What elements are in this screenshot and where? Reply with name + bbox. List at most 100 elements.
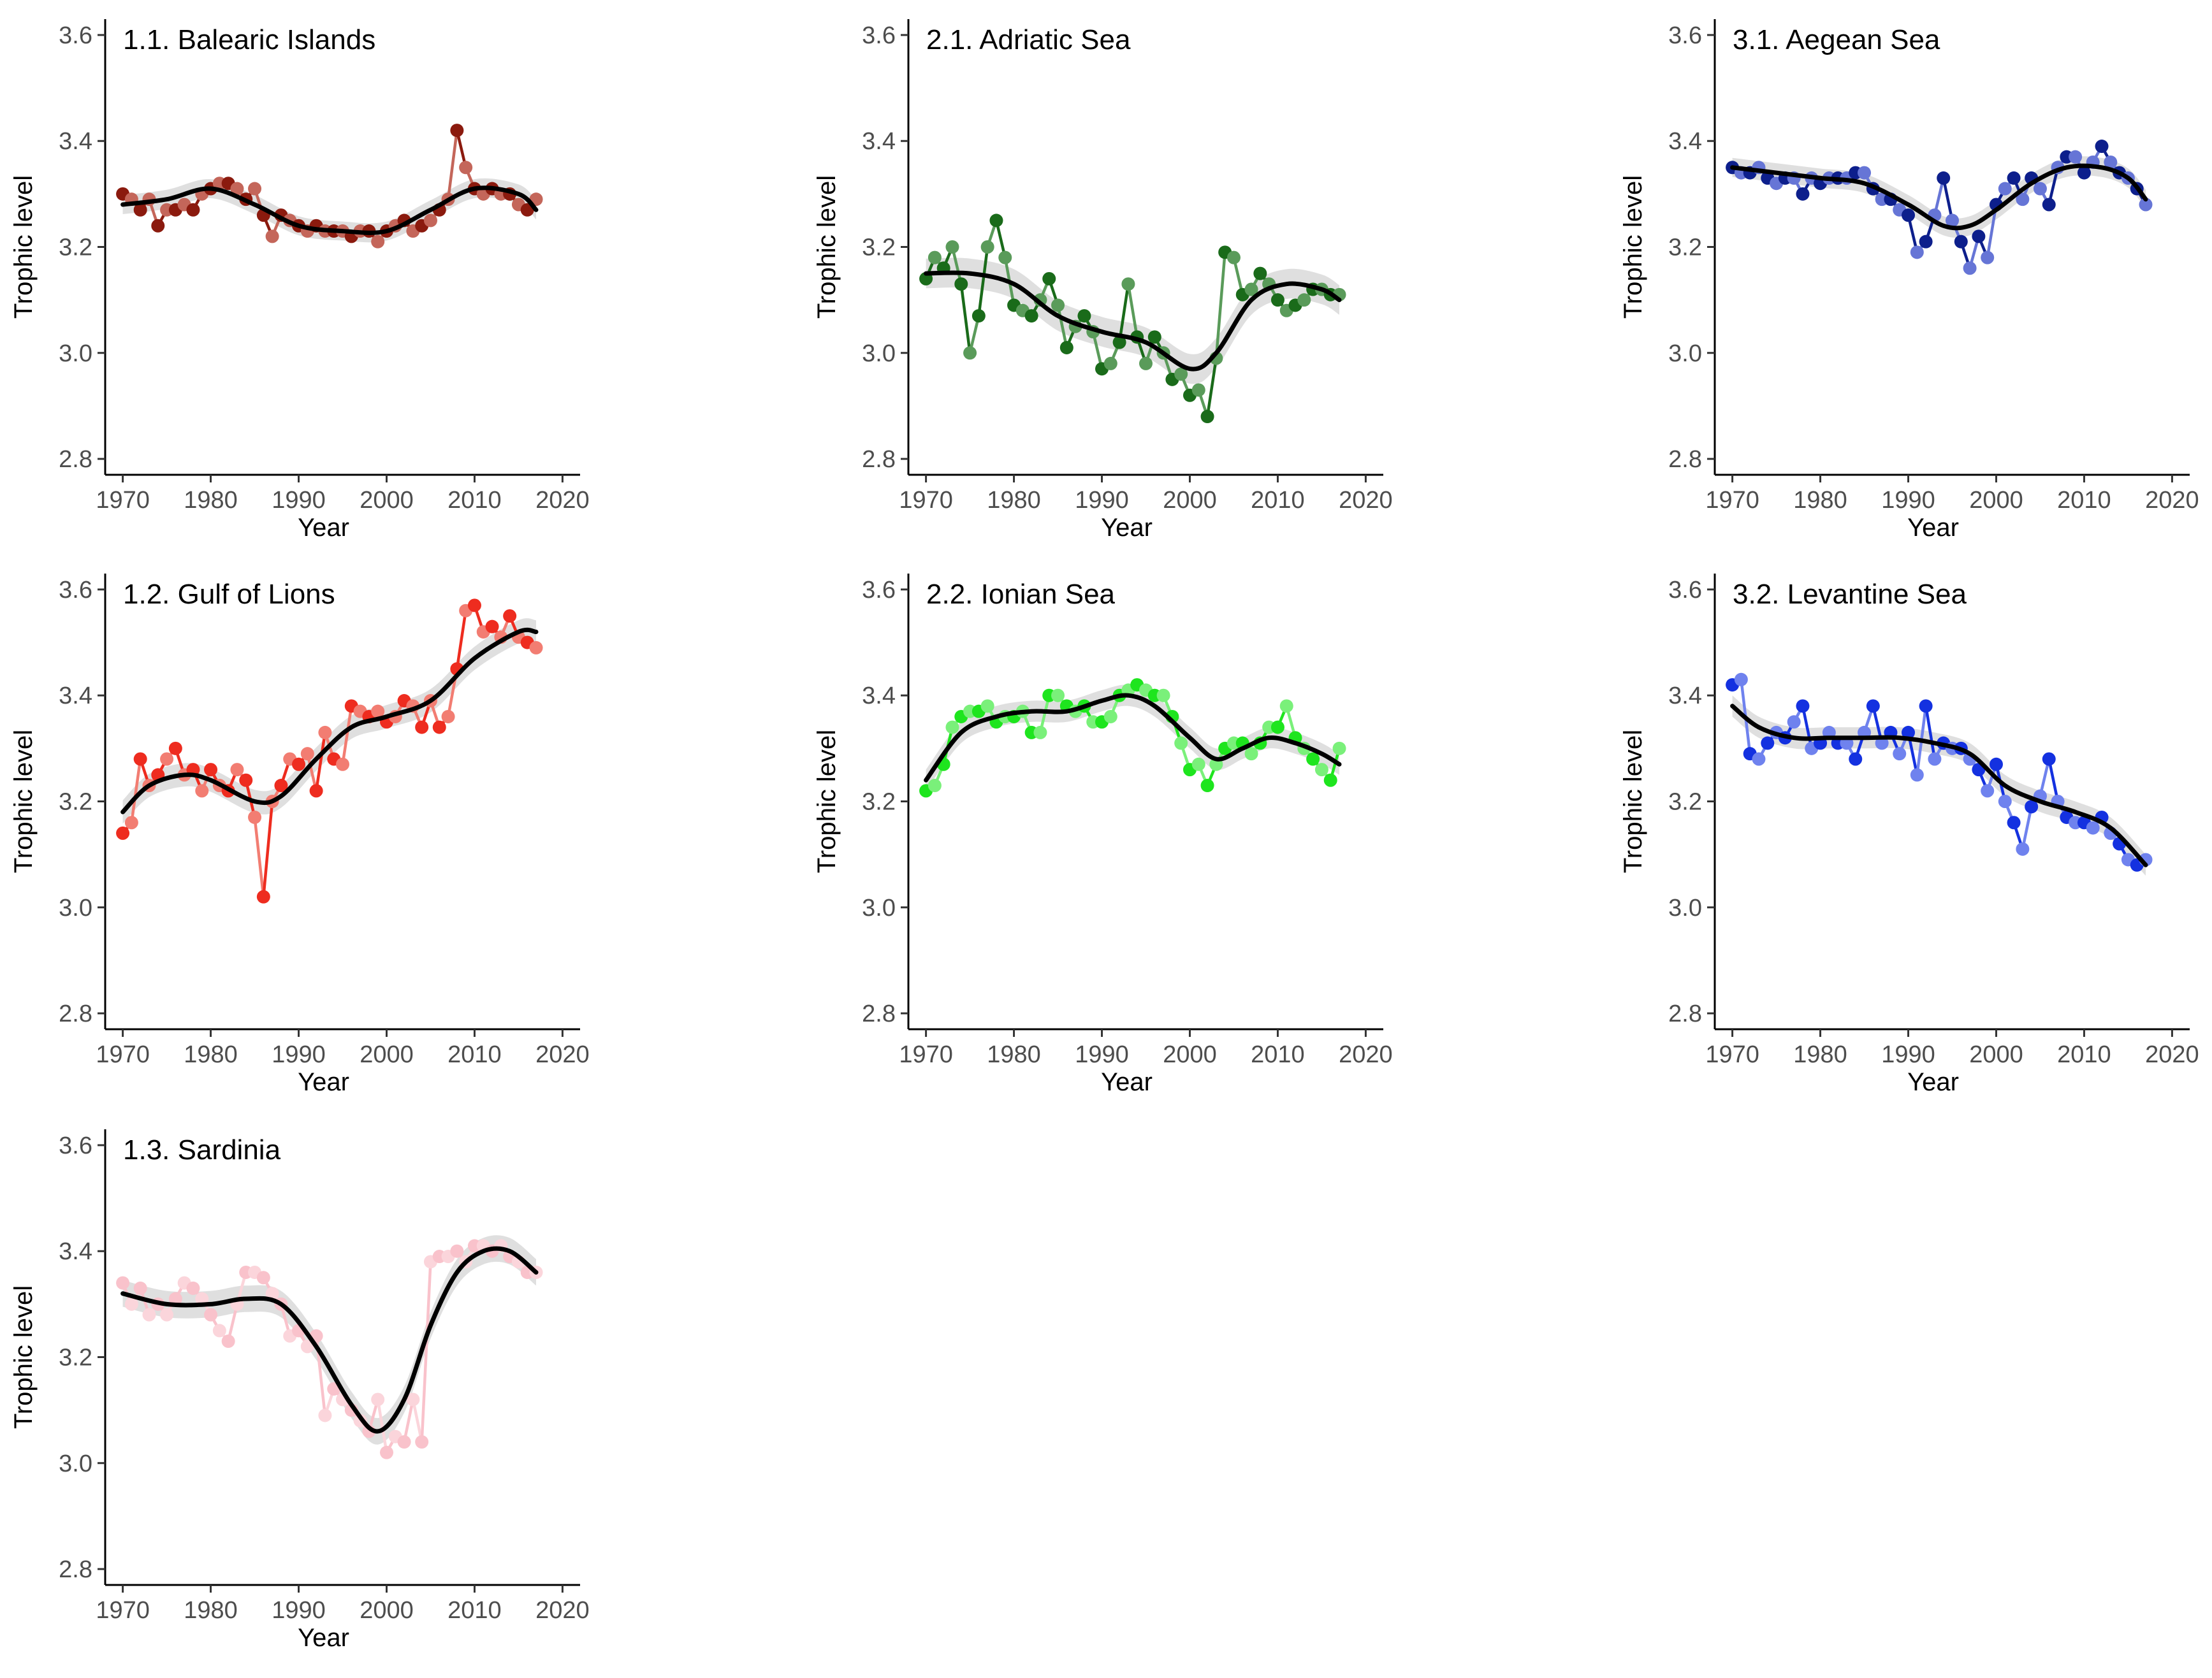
data-point — [212, 1324, 226, 1338]
data-point — [116, 826, 130, 840]
data-point — [1103, 709, 1117, 723]
x-tick-label: 1990 — [272, 1597, 326, 1624]
data-point — [1981, 784, 1995, 798]
y-tick-label: 3.0 — [862, 895, 896, 922]
x-tick-label: 1990 — [1881, 1041, 1935, 1068]
y-tick-label: 2.8 — [59, 1001, 92, 1027]
data-point — [371, 1392, 385, 1407]
data-point — [1191, 757, 1205, 771]
x-tick-label: 2020 — [535, 1597, 590, 1624]
y-tick-label: 3.6 — [862, 22, 896, 49]
series-segment — [2048, 758, 2060, 802]
data-point — [1147, 330, 1161, 344]
data-point — [928, 779, 942, 793]
y-axis-title: Trophic level — [10, 730, 38, 873]
data-point — [503, 609, 517, 623]
y-tick-label: 2.8 — [862, 1001, 896, 1027]
data-point — [2016, 192, 2030, 206]
x-tick-label: 1980 — [1793, 1041, 1847, 1068]
series-segment — [402, 1399, 415, 1442]
data-point — [204, 763, 218, 777]
x-tick-label: 2010 — [1251, 1041, 1305, 1068]
data-point — [230, 763, 244, 777]
y-tick-label: 3.4 — [1668, 683, 1702, 709]
data-point — [124, 816, 138, 830]
y-tick-label: 3.6 — [1668, 22, 1702, 49]
data-point — [980, 240, 994, 254]
y-tick-label: 3.6 — [59, 577, 92, 604]
y-tick-label: 3.0 — [1668, 895, 1702, 922]
x-tick-label: 2000 — [360, 487, 414, 514]
trend-line — [120, 185, 539, 235]
data-point — [2007, 171, 2021, 185]
data-point — [2025, 800, 2039, 814]
x-tick-label: 1970 — [899, 487, 953, 514]
series-segment — [1056, 305, 1068, 348]
x-tick-label: 1980 — [184, 1041, 238, 1068]
y-tick-label: 2.8 — [59, 1556, 92, 1583]
data-point — [945, 240, 959, 254]
data-point — [309, 784, 323, 798]
x-tick-label: 2010 — [2057, 1041, 2111, 1068]
data-point — [1270, 720, 1284, 734]
data-point — [1928, 752, 1942, 766]
trend-line — [924, 270, 1342, 372]
data-point — [1787, 715, 1801, 729]
data-point — [1191, 383, 1205, 397]
data-point — [1989, 757, 2003, 771]
panel-5: 2.8 3.0 3.2 3.4 3.6 1970 1980 1990 2000 2010 2020 Y… — [813, 574, 1393, 1096]
x-tick-label: 1980 — [184, 487, 238, 514]
data-point — [133, 752, 147, 766]
data-point — [1963, 261, 1977, 275]
trend-line — [1730, 704, 2148, 867]
data-point — [1323, 773, 1337, 787]
data-point — [168, 1292, 182, 1306]
x-tick-label: 2000 — [360, 1597, 414, 1624]
data-point — [1910, 245, 1924, 259]
y-axis-title: Trophic level — [813, 175, 841, 319]
data-point — [336, 757, 349, 771]
data-point — [230, 182, 244, 196]
y-tick-label: 3.6 — [59, 22, 92, 49]
data-point — [954, 277, 968, 291]
data-point — [971, 309, 986, 323]
data-point — [1024, 309, 1038, 323]
y-tick-label: 3.0 — [59, 1450, 92, 1477]
data-point — [371, 704, 385, 718]
data-point — [980, 699, 994, 713]
panel-title: 2.2. Ionian Sea — [926, 579, 1116, 610]
y-tick-label: 3.2 — [862, 789, 896, 816]
data-point — [256, 890, 270, 904]
data-point — [432, 720, 446, 734]
data-point — [928, 250, 942, 264]
data-point — [265, 1287, 279, 1301]
x-axis-title: Year — [298, 1624, 349, 1652]
x-axis-title: Year — [1101, 1068, 1153, 1096]
series-segment — [314, 732, 327, 792]
data-point — [1226, 250, 1241, 264]
data-point — [2095, 140, 2109, 154]
y-tick-label: 3.4 — [59, 683, 92, 709]
y-tick-label: 3.0 — [862, 340, 896, 367]
data-point — [1796, 187, 1810, 201]
x-axis-title: Year — [1101, 514, 1153, 542]
y-tick-label: 3.2 — [59, 1345, 92, 1371]
series-segment — [959, 284, 971, 354]
y-tick-label: 3.2 — [1668, 789, 1702, 816]
x-axis-title: Year — [1907, 514, 1959, 542]
data-point — [1910, 768, 1924, 782]
data-point — [116, 1276, 130, 1290]
x-axis-title: Year — [298, 514, 349, 542]
y-tick-label: 2.8 — [1668, 1001, 1702, 1027]
x-tick-label: 1990 — [1075, 1041, 1129, 1068]
series-segment — [341, 705, 353, 765]
data-point — [2139, 198, 2153, 212]
y-tick-label: 3.6 — [862, 577, 896, 604]
y-axis-title: Trophic level — [1619, 730, 1647, 873]
x-tick-label: 2000 — [360, 1041, 414, 1068]
data-point — [945, 720, 959, 734]
x-tick-label: 1970 — [96, 1041, 150, 1068]
y-tick-label: 3.4 — [59, 1238, 92, 1265]
x-tick-label: 2010 — [2057, 487, 2111, 514]
data-point — [133, 1281, 147, 1295]
